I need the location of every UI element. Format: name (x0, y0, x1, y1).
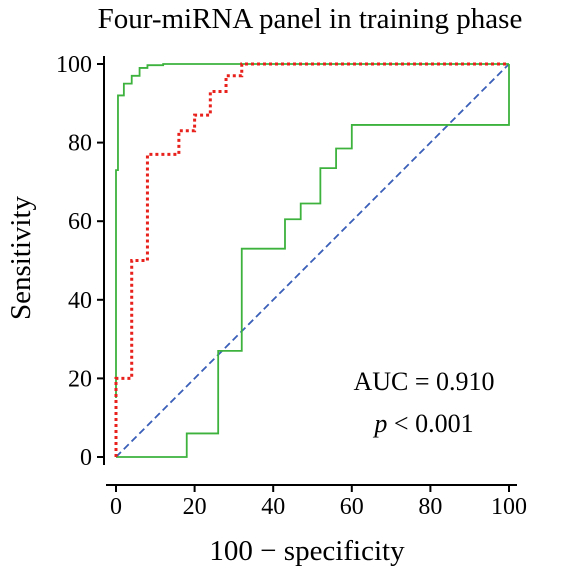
series-ci-lower-line (116, 64, 510, 458)
y-tick-label: 20 (68, 366, 92, 392)
auc-annotation: AUC = 0.910 (353, 367, 494, 396)
y-tick-label: 60 (68, 209, 92, 235)
p-symbol: p (372, 409, 387, 438)
series-reference-line (115, 63, 510, 458)
y-ticks: 0 20 40 60 80 100 (56, 52, 104, 471)
plot-area (114, 62, 510, 458)
y-axis-title: Sensitivity (5, 195, 37, 320)
x-tick-label: 100 (491, 494, 527, 520)
chart-title: Four-miRNA panel in training phase (98, 3, 523, 35)
x-tick-label: 40 (261, 494, 285, 520)
x-ticks: 0 20 40 60 80 100 (110, 485, 527, 520)
series-ci-upper-line (115, 63, 509, 399)
p-value-annotation: p < 0.001 (372, 409, 473, 438)
p-value-text: < 0.001 (387, 409, 473, 438)
y-tick-label: 0 (80, 445, 92, 471)
y-tick-label: 40 (68, 288, 92, 314)
y-tick-label: 80 (68, 131, 92, 157)
x-tick-label: 60 (340, 494, 364, 520)
y-tick-label: 100 (56, 52, 92, 78)
x-axis-title: 100 − specificity (209, 535, 405, 567)
x-tick-label: 20 (183, 494, 207, 520)
x-tick-label: 0 (110, 494, 122, 520)
series-layer (114, 62, 510, 458)
x-tick-label: 80 (418, 494, 442, 520)
series-roc-line (114, 62, 509, 457)
